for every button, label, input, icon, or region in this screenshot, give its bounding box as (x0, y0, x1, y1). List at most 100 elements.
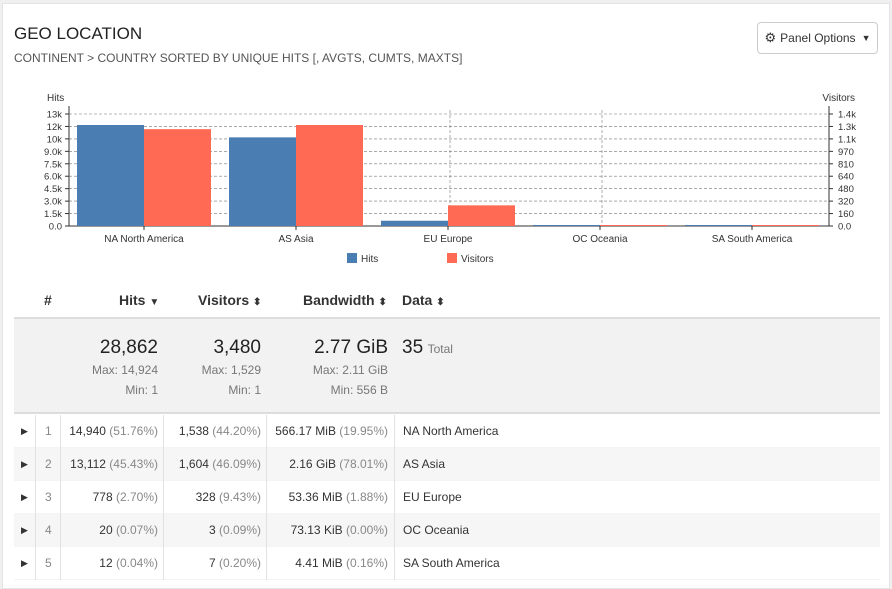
table-row[interactable]: ▶ 4 20 (0.07%) 3 (0.09%) 73.13 KiB (0.00… (14, 514, 880, 547)
bar-hits (685, 225, 752, 226)
summary-bandwidth-min: Min: 556 B (330, 383, 388, 397)
bar-hits (533, 225, 600, 226)
row-visitors: 1,538 (44.20%) (178, 424, 261, 438)
column-visitors[interactable]: Visitors ⬍ (198, 292, 261, 308)
legend-label-visitors: Visitors (461, 254, 494, 265)
legend-label-hits: Hits (361, 254, 378, 265)
column-visitors-label: Visitors (198, 292, 250, 308)
row-index: 1 (45, 424, 52, 438)
row-data: OC Oceania (403, 523, 470, 537)
table-row[interactable]: ▶ 1 14,940 (51.76%) 1,538 (44.20%) 566.1… (14, 415, 880, 448)
left-tick-label: 0.0 (49, 222, 62, 233)
row-hits: 12 (0.04%) (99, 556, 158, 570)
right-tick-label: 810 (838, 159, 854, 170)
category-label: SA South America (712, 234, 793, 245)
column-hits-label: Hits (119, 292, 146, 308)
expand-row-icon[interactable]: ▶ (21, 426, 28, 436)
summary-data-label: Total (427, 342, 453, 356)
table-row[interactable]: ▶ 2 13,112 (45.43%) 1,604 (46.09%) 2.16 … (14, 448, 880, 481)
row-bandwidth: 4.41 MiB (0.16%) (295, 556, 388, 570)
bar-visitors (144, 129, 211, 226)
column-data[interactable]: Data ⬍ (402, 292, 445, 308)
summary-row: 28,862 Max: 14,924 Min: 1 3,480 Max: 1,5… (14, 317, 880, 414)
summary-visitors: 3,480 (213, 337, 261, 358)
column-index: # (44, 292, 52, 308)
column-data-label: Data (402, 292, 433, 308)
gear-icon: ⚙ (764, 30, 777, 45)
row-visitors: 7 (0.20%) (208, 556, 261, 570)
summary-hits-min: Min: 1 (125, 383, 158, 397)
row-index: 4 (45, 523, 52, 537)
category-label: EU Europe (424, 234, 473, 245)
row-bandwidth: 2.16 GiB (78.01%) (289, 457, 388, 471)
expand-row-icon[interactable]: ▶ (21, 459, 28, 469)
column-hits[interactable]: Hits ▼ (119, 292, 159, 308)
row-index: 2 (45, 457, 52, 471)
data-rows: ▶ 1 14,940 (51.76%) 1,538 (44.20%) 566.1… (14, 415, 880, 580)
left-tick-label: 6.0k (44, 172, 62, 183)
column-bandwidth-label: Bandwidth (303, 292, 375, 308)
panel-options-button[interactable]: ⚙ Panel Options ▼ (757, 22, 878, 54)
row-data: SA South America (403, 556, 500, 570)
right-tick-label: 320 (838, 197, 854, 208)
bar-hits (77, 125, 144, 226)
geo-location-panel: GEO LOCATION CONTINENT > COUNTRY SORTED … (2, 3, 890, 589)
left-axis-label: Hits (47, 93, 64, 104)
left-tick-label: 3.0k (44, 197, 62, 208)
sort-desc-icon: ▼ (149, 297, 160, 308)
row-visitors: 1,604 (46.09%) (178, 457, 261, 471)
caret-down-icon: ▼ (861, 33, 871, 43)
row-visitors: 3 (0.09%) (208, 523, 261, 537)
right-tick-label: 640 (838, 172, 854, 183)
summary-visitors-max: Max: 1,529 (201, 363, 261, 377)
table-row[interactable]: ▶ 5 12 (0.04%) 7 (0.20%) 4.41 MiB (0.16%… (14, 547, 880, 580)
summary-visitors-min: Min: 1 (228, 383, 261, 397)
geo-bar-chart: 0.0 0.0 1.5k 160 3.0k 320 4.5k 480 6.0k 640 7.5k 81… (44, 93, 856, 265)
row-data: NA North America (403, 424, 499, 438)
left-tick-label: 7.5k (44, 159, 62, 170)
category-label: AS Asia (278, 234, 313, 245)
panel-options-label: Panel Options (780, 31, 856, 45)
right-tick-label: 480 (838, 184, 854, 195)
row-data: EU Europe (403, 490, 462, 504)
sort-icon: ⬍ (253, 297, 262, 308)
left-tick-label: 13k (47, 110, 63, 121)
bar-hits (381, 220, 448, 226)
expand-row-icon[interactable]: ▶ (21, 525, 28, 535)
sort-icon: ⬍ (378, 297, 387, 308)
summary-data: 35 Total (402, 337, 453, 359)
category-label: OC Oceania (572, 234, 627, 245)
expand-row-icon[interactable]: ▶ (21, 492, 28, 502)
table-header: # Hits ▼ Visitors ⬍ Bandwidth ⬍ Data ⬍ (14, 283, 880, 317)
column-bandwidth[interactable]: Bandwidth ⬍ (303, 292, 387, 308)
bar-hits (229, 137, 296, 226)
bar-visitors (296, 125, 363, 226)
legend-swatch-visitors (447, 253, 457, 263)
right-tick-label: 970 (838, 147, 854, 158)
row-hits: 20 (0.07%) (99, 523, 158, 537)
right-tick-label: 1.3k (838, 122, 856, 133)
row-bandwidth: 566.17 MiB (19.95%) (275, 424, 388, 438)
row-bandwidth: 53.36 MiB (1.88%) (288, 490, 388, 504)
row-hits: 14,940 (51.76%) (69, 424, 158, 438)
left-tick-label: 9.0k (44, 147, 62, 158)
right-tick-label: 160 (838, 209, 854, 220)
right-tick-label: 1.1k (838, 134, 856, 145)
bar-visitors (448, 205, 515, 226)
sort-icon: ⬍ (436, 297, 445, 308)
bar-visitors (600, 225, 667, 226)
summary-data-count: 35 (402, 337, 424, 358)
summary-bandwidth-max: Max: 2.11 GiB (312, 363, 388, 377)
left-tick-label: 10k (47, 134, 63, 145)
row-hits: 778 (2.70%) (92, 490, 158, 504)
left-tick-label: 4.5k (44, 184, 62, 195)
left-tick-label: 1.5k (44, 209, 62, 220)
summary-hits: 28,862 (99, 337, 158, 358)
table-row[interactable]: ▶ 3 778 (2.70%) 328 (9.43%) 53.36 MiB (1… (14, 481, 880, 514)
row-index: 3 (45, 490, 52, 504)
row-visitors: 328 (9.43%) (195, 490, 261, 504)
row-bandwidth: 73.13 KiB (0.00%) (290, 523, 388, 537)
summary-hits-max: Max: 14,924 (91, 363, 158, 377)
expand-row-icon[interactable]: ▶ (21, 558, 28, 568)
bar-visitors (752, 225, 819, 226)
